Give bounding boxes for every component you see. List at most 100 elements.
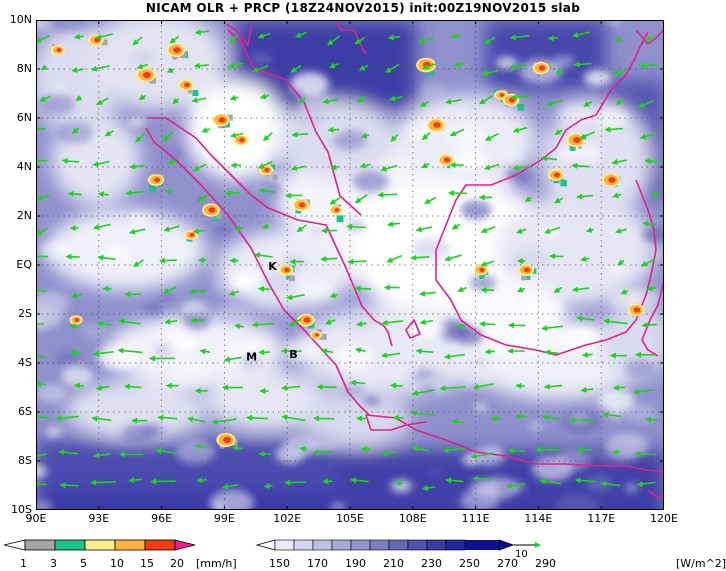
- wind-arrow: [261, 223, 270, 229]
- olr-texture-blob: [36, 464, 47, 478]
- wind-arrow: [554, 197, 564, 204]
- precip-bar-lowcap: [3, 539, 26, 551]
- precip-core: [218, 117, 226, 123]
- wind-arrow: [36, 453, 48, 458]
- lat-label: 4N: [16, 160, 32, 173]
- wind-arrow: [96, 320, 112, 327]
- wind-arrow: [650, 191, 660, 198]
- wind-arrow: [617, 259, 625, 266]
- wind-arrow: [75, 95, 83, 101]
- wind-arrow: [612, 192, 622, 199]
- precip-core: [499, 93, 505, 97]
- precipitation-cells: [51, 34, 645, 449]
- olr-texture-blob: [140, 423, 164, 438]
- precip-core: [189, 233, 195, 237]
- wind-arrow: [541, 325, 563, 332]
- olr-texture-blob: [39, 241, 70, 260]
- wind-arrow: [603, 318, 628, 325]
- precip-core: [143, 71, 151, 79]
- wind-arrow: [296, 224, 308, 233]
- olr-texture-blob: [642, 226, 664, 243]
- olr-texture-blob: [290, 72, 329, 96]
- precip-tick-label: 1: [20, 557, 27, 570]
- olr-texture-blob: [624, 359, 656, 378]
- olr-tick-label: 250: [459, 557, 480, 570]
- olr-texture-blob: [51, 82, 67, 91]
- wind-arrow: [91, 415, 112, 422]
- precip-core: [334, 208, 340, 212]
- wind-arrow: [359, 162, 371, 169]
- coastline: [635, 29, 664, 45]
- olr-texture-blob: [529, 422, 543, 431]
- olr-texture-blob: [166, 148, 184, 159]
- wind-arrow: [129, 163, 145, 170]
- precip-core: [479, 267, 485, 273]
- wind-arrow: [387, 34, 401, 41]
- wind-arrow: [386, 254, 403, 263]
- wind-arrow: [230, 132, 244, 139]
- lon-label: 99E: [213, 512, 235, 525]
- wind-arrow: [579, 130, 596, 140]
- wind-arrow: [543, 383, 563, 390]
- wind-arrow: [641, 322, 658, 329]
- wind-arrow: [211, 418, 237, 425]
- precip-pixel: [226, 114, 233, 121]
- wind-arrow: [329, 292, 338, 299]
- coastline: [405, 319, 421, 339]
- wind-arrow: [224, 190, 241, 197]
- lat-label: 10S: [11, 503, 32, 516]
- wind-arrow: [445, 98, 462, 105]
- wind-arrow: [136, 63, 149, 70]
- olr-texture-blob: [175, 439, 216, 464]
- olr-texture-blob: [527, 299, 564, 321]
- lat-label: 4S: [18, 356, 32, 369]
- wind-arrow: [313, 415, 335, 422]
- precip-pixel: [221, 125, 225, 129]
- wind-arrow: [39, 95, 51, 102]
- wind-arrow: [286, 294, 305, 301]
- olr-texture-blob: [556, 326, 600, 353]
- wind-arrow: [36, 381, 47, 388]
- olr-bar-segment: [331, 539, 352, 551]
- olr-texture-blob: [556, 449, 592, 471]
- olr-tick-label: 170: [307, 557, 328, 570]
- precip-core: [524, 267, 530, 273]
- wind-arrow: [479, 320, 496, 327]
- wind-arrow: [92, 350, 114, 357]
- wind-arrow: [36, 321, 45, 328]
- olr-texture-blob: [49, 20, 89, 33]
- olr-bar-segment: [407, 539, 428, 551]
- olr-texture-blob: [451, 324, 469, 335]
- wind-arrow: [95, 33, 113, 40]
- wind-arrow: [415, 226, 433, 233]
- olr-texture-blob: [36, 291, 70, 315]
- olr-texture-blob: [390, 479, 413, 493]
- wind-arrow: [387, 221, 400, 228]
- wind-arrow: [227, 62, 244, 69]
- precip-pixel: [320, 333, 327, 340]
- wind-arrow: [392, 414, 404, 421]
- wind-arrow: [547, 35, 558, 42]
- olr-texture-blob: [555, 493, 599, 510]
- wind-arrow: [163, 131, 174, 142]
- city-markers: K B M: [246, 260, 298, 364]
- wind-arrow: [254, 252, 273, 259]
- wind-arrow: [67, 190, 82, 197]
- wind-arrow: [291, 131, 308, 138]
- precip-tick-label: 20: [170, 557, 184, 570]
- wind-arrow: [484, 163, 500, 171]
- olr-texture-blob: [229, 271, 261, 290]
- wind-arrow: [544, 349, 559, 356]
- precip-colorbar: 1 3 5 10 15 20 [mm/h]: [0, 536, 240, 570]
- wind-arrow: [512, 164, 532, 171]
- olr-texture-blob: [342, 383, 367, 399]
- precip-pixel: [180, 50, 187, 58]
- olr-texture-blob: [469, 274, 496, 291]
- wind-arrow: [201, 127, 210, 133]
- wind-arrow: [580, 386, 594, 393]
- precip-core: [154, 177, 160, 183]
- olr-texture-blob: [284, 433, 322, 456]
- wind-arrow: [507, 447, 526, 454]
- coastline: [647, 489, 664, 499]
- wind-arrow: [190, 317, 205, 324]
